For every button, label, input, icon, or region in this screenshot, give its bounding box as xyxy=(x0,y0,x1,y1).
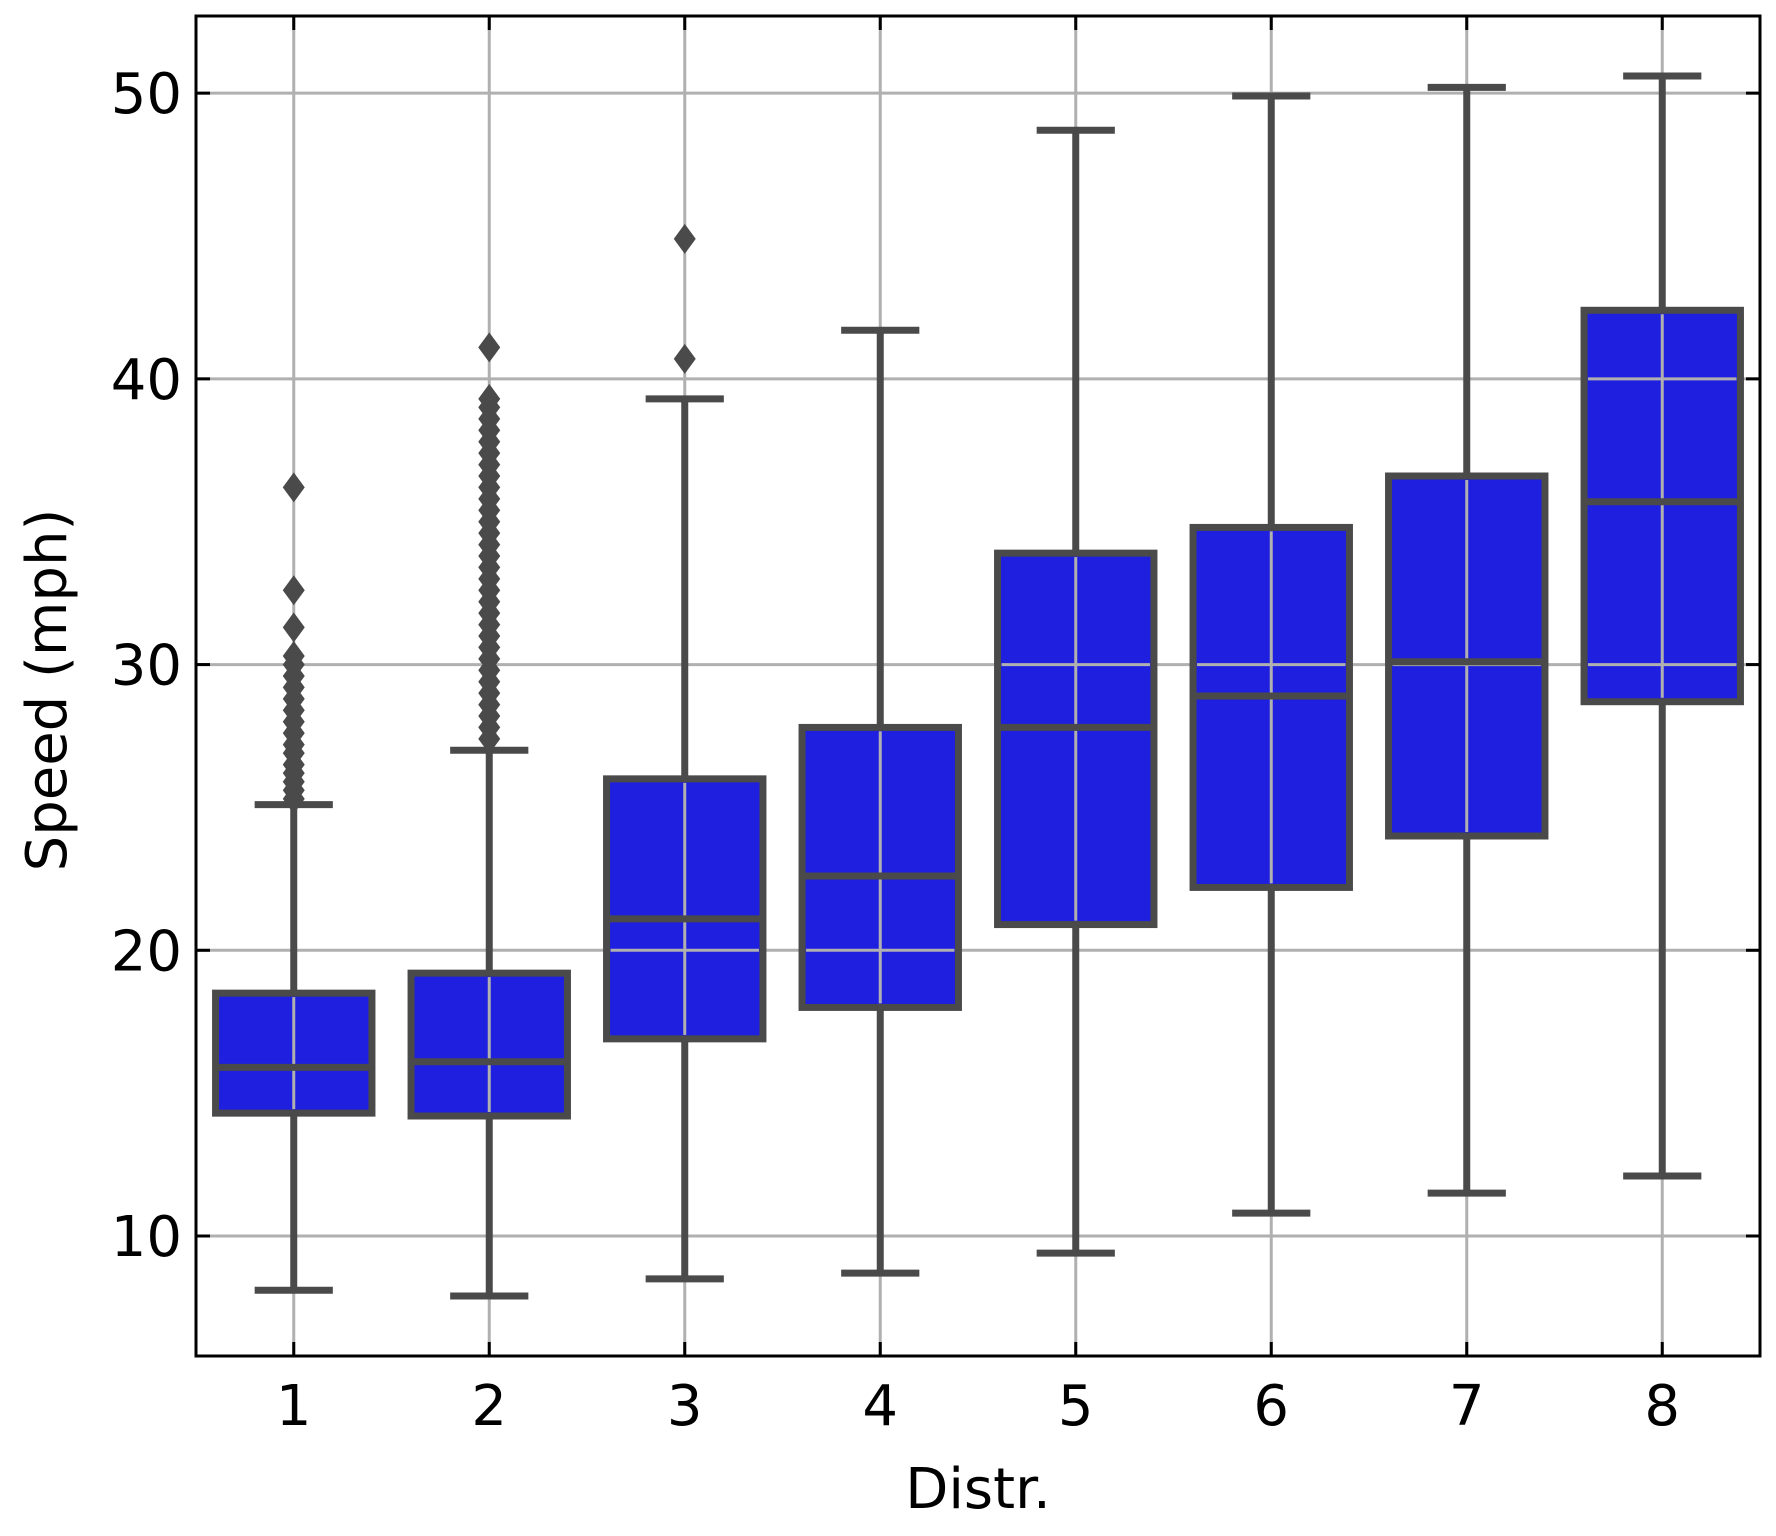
x-tick-label: 5 xyxy=(1058,1374,1094,1439)
y-tick-label: 30 xyxy=(111,634,182,699)
box-group-2 xyxy=(407,332,571,1300)
box-group-6 xyxy=(1189,92,1353,1217)
x-tick-label: 6 xyxy=(1253,1374,1289,1439)
x-tick-label: 4 xyxy=(862,1374,898,1439)
x-tick-label: 1 xyxy=(276,1374,312,1439)
box-group-3 xyxy=(603,223,767,1283)
outlier-point xyxy=(478,383,501,414)
x-tick-label: 7 xyxy=(1449,1374,1485,1439)
outlier-point xyxy=(282,612,305,643)
outlier-point xyxy=(282,641,305,671)
box-group-7 xyxy=(1385,83,1549,1197)
box-group-5 xyxy=(994,126,1158,1257)
y-tick-label: 20 xyxy=(111,919,182,984)
plot-border xyxy=(194,14,1762,1358)
x-tick-label: 8 xyxy=(1644,1374,1680,1439)
outlier-point xyxy=(282,575,305,606)
box-layer xyxy=(212,72,1744,1300)
outlier-point xyxy=(282,472,305,503)
x-axis-label: Distr. xyxy=(905,1457,1051,1522)
box-group-8 xyxy=(1580,72,1744,1180)
y-tick-label: 50 xyxy=(111,62,182,127)
x-tick-label: 3 xyxy=(667,1374,703,1439)
x-tick-label: 2 xyxy=(471,1374,507,1439)
y-tick-label: 40 xyxy=(111,348,182,413)
plot-frame xyxy=(194,14,1762,1358)
y-tick-label: 10 xyxy=(111,1205,182,1270)
box-group-4 xyxy=(798,326,962,1277)
outlier-point xyxy=(673,343,696,374)
tick-layer: 10 20 30 40 50 1 2 3 4 5 6 7 8 xyxy=(111,16,1760,1439)
outlier-point xyxy=(673,223,696,254)
outlier-point xyxy=(478,332,501,363)
box-group-1 xyxy=(212,472,376,1294)
y-axis-label: Speed (mph) xyxy=(15,509,80,872)
